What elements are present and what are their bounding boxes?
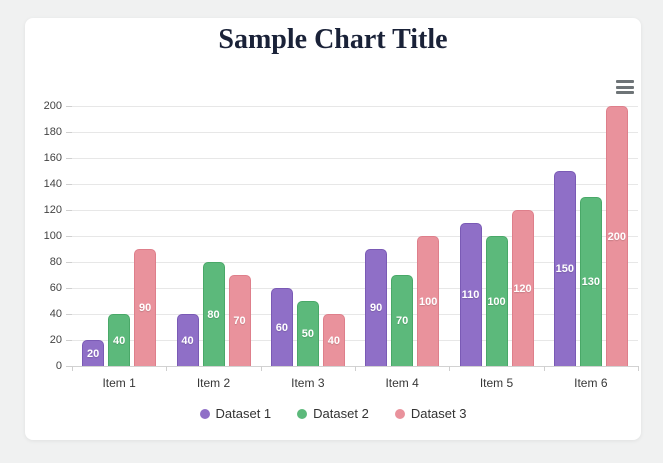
- x-axis-label-item-2: Item 2: [196, 376, 231, 390]
- bar-dataset-3-item-3[interactable]: 40: [322, 314, 345, 366]
- legend-swatch-icon: [297, 408, 308, 419]
- bar-value-label: 100: [418, 295, 438, 308]
- legend-item-dataset-1[interactable]: Dataset 1: [199, 406, 272, 421]
- bar-value-label: 20: [87, 347, 100, 360]
- x-axis-label-item-3: Item 3: [291, 376, 325, 390]
- grid-line: [72, 339, 638, 341]
- legend-item-dataset-3[interactable]: Dataset 3: [394, 406, 467, 421]
- x-axis-label-item-4: Item 4: [385, 376, 419, 390]
- bar-value-label: 40: [113, 334, 126, 347]
- grid-line: [72, 209, 638, 211]
- y-axis-tick: [66, 365, 72, 367]
- y-axis-tick: [66, 105, 72, 107]
- bar-value-label: 110: [461, 289, 480, 301]
- x-axis-tick: [355, 366, 356, 371]
- x-axis-tick: [638, 366, 639, 371]
- y-axis-label: 160: [43, 151, 62, 164]
- x-axis-label-item-1: Item 1: [102, 376, 136, 390]
- bar-dataset-1-item-1[interactable]: 20: [82, 340, 105, 366]
- bar-value-label: 50: [301, 328, 314, 340]
- grid-line: [72, 287, 638, 289]
- y-axis-label: 0: [55, 359, 62, 372]
- grid-line: [72, 105, 638, 107]
- hamburger-line: [616, 80, 634, 83]
- grid-line: [72, 261, 638, 263]
- legend-item-dataset-2[interactable]: Dataset 2: [297, 406, 369, 421]
- legend-label: Dataset 3: [410, 406, 467, 421]
- bar-value-label: 90: [370, 302, 383, 314]
- y-axis-label: 200: [43, 99, 62, 112]
- bar-value-label: 80: [207, 308, 220, 321]
- y-axis-label: 40: [49, 307, 62, 320]
- bar-value-label: 130: [581, 276, 600, 288]
- y-axis-label: 80: [49, 255, 62, 268]
- bar-value-label: 100: [487, 295, 506, 308]
- bar-value-label: 200: [607, 230, 626, 243]
- bar-value-label: 120: [513, 282, 532, 295]
- grid-line: [72, 313, 638, 315]
- bar-value-label: 40: [181, 334, 194, 347]
- x-axis-tick: [260, 366, 262, 371]
- bar-dataset-2-item-5[interactable]: 100: [485, 236, 508, 366]
- y-axis-label: 20: [49, 333, 62, 346]
- y-axis-tick: [66, 131, 72, 133]
- x-axis-tick: [72, 366, 73, 371]
- y-axis-tick: [66, 339, 72, 341]
- grid-line: [72, 131, 638, 133]
- bar-dataset-2-item-1[interactable]: 40: [108, 314, 131, 366]
- bar-value-label: 70: [396, 315, 409, 327]
- bar-dataset-3-item-4[interactable]: 100: [417, 236, 440, 366]
- bar-value-label: 90: [139, 302, 152, 314]
- bar-dataset-3-item-5[interactable]: 120: [511, 210, 534, 366]
- bar-value-label: 40: [327, 334, 340, 347]
- bar-dataset-3-item-6[interactable]: 200: [605, 106, 628, 366]
- y-axis-tick: [66, 235, 72, 237]
- legend-label: Dataset 2: [313, 406, 369, 421]
- bar-value-label: 70: [233, 315, 246, 327]
- bar-value-label: 60: [275, 321, 288, 334]
- bar-dataset-2-item-6[interactable]: 130: [579, 197, 602, 366]
- x-axis-label-item-5: Item 5: [479, 376, 514, 390]
- legend-swatch-icon: [199, 408, 210, 419]
- y-axis-label: 120: [43, 203, 62, 216]
- axes-layer: 0 20 40 60 80 100 120 140 160 180 200 Item 1 Item 2 I…: [25, 18, 641, 440]
- legend-swatch-icon: [394, 408, 405, 419]
- grid-line: [72, 235, 638, 237]
- hamburger-line: [616, 85, 634, 89]
- x-axis-label-item-6: Item 6: [574, 376, 608, 390]
- y-axis-tick: [66, 287, 72, 289]
- bar-dataset-1-item-5[interactable]: 110: [459, 223, 482, 366]
- y-axis-tick: [66, 313, 72, 315]
- bar-dataset-1-item-4[interactable]: 90: [365, 249, 388, 366]
- y-axis-tick: [66, 261, 72, 263]
- x-axis-tick: [543, 366, 545, 371]
- chart-legend: Dataset 1 Dataset 2 Dataset 3: [25, 406, 641, 421]
- bar-dataset-2-item-4[interactable]: 70: [391, 275, 414, 366]
- hamburger-line: [616, 91, 634, 94]
- y-axis-label: 140: [43, 177, 62, 190]
- bar-dataset-1-item-3[interactable]: 60: [270, 288, 293, 366]
- bar-value-label: 150: [555, 263, 574, 275]
- grid-line: [72, 183, 638, 185]
- bar-dataset-3-item-1[interactable]: 90: [134, 249, 157, 366]
- y-axis-tick: [66, 183, 72, 185]
- bar-chart-plot-area: 20 40 60 90 110 150 40 80 50 70 100 130 90 70 40 100 120…: [72, 105, 638, 367]
- x-axis-tick: [166, 366, 168, 371]
- y-axis-label: 180: [43, 125, 62, 138]
- bar-dataset-2-item-2[interactable]: 80: [202, 262, 225, 366]
- bar-dataset-3-item-2[interactable]: 70: [228, 275, 251, 366]
- x-axis-tick: [449, 366, 451, 371]
- hamburger-menu-icon[interactable]: [615, 79, 635, 95]
- y-axis-label: 100: [43, 229, 62, 242]
- legend-label: Dataset 1: [215, 406, 272, 421]
- chart-card: Sample Chart Title 20 40 60 90 110 150 40 80 50 7…: [25, 18, 641, 440]
- grid-line: [72, 157, 638, 159]
- bar-dataset-1-item-2[interactable]: 40: [176, 314, 199, 366]
- y-axis-tick: [66, 157, 72, 159]
- chart-title: Sample Chart Title: [218, 24, 448, 55]
- bar-dataset-1-item-6[interactable]: 150: [553, 171, 576, 366]
- y-axis-tick: [66, 209, 72, 211]
- bar-dataset-2-item-3[interactable]: 50: [296, 301, 319, 366]
- y-axis-label: 60: [49, 281, 62, 294]
